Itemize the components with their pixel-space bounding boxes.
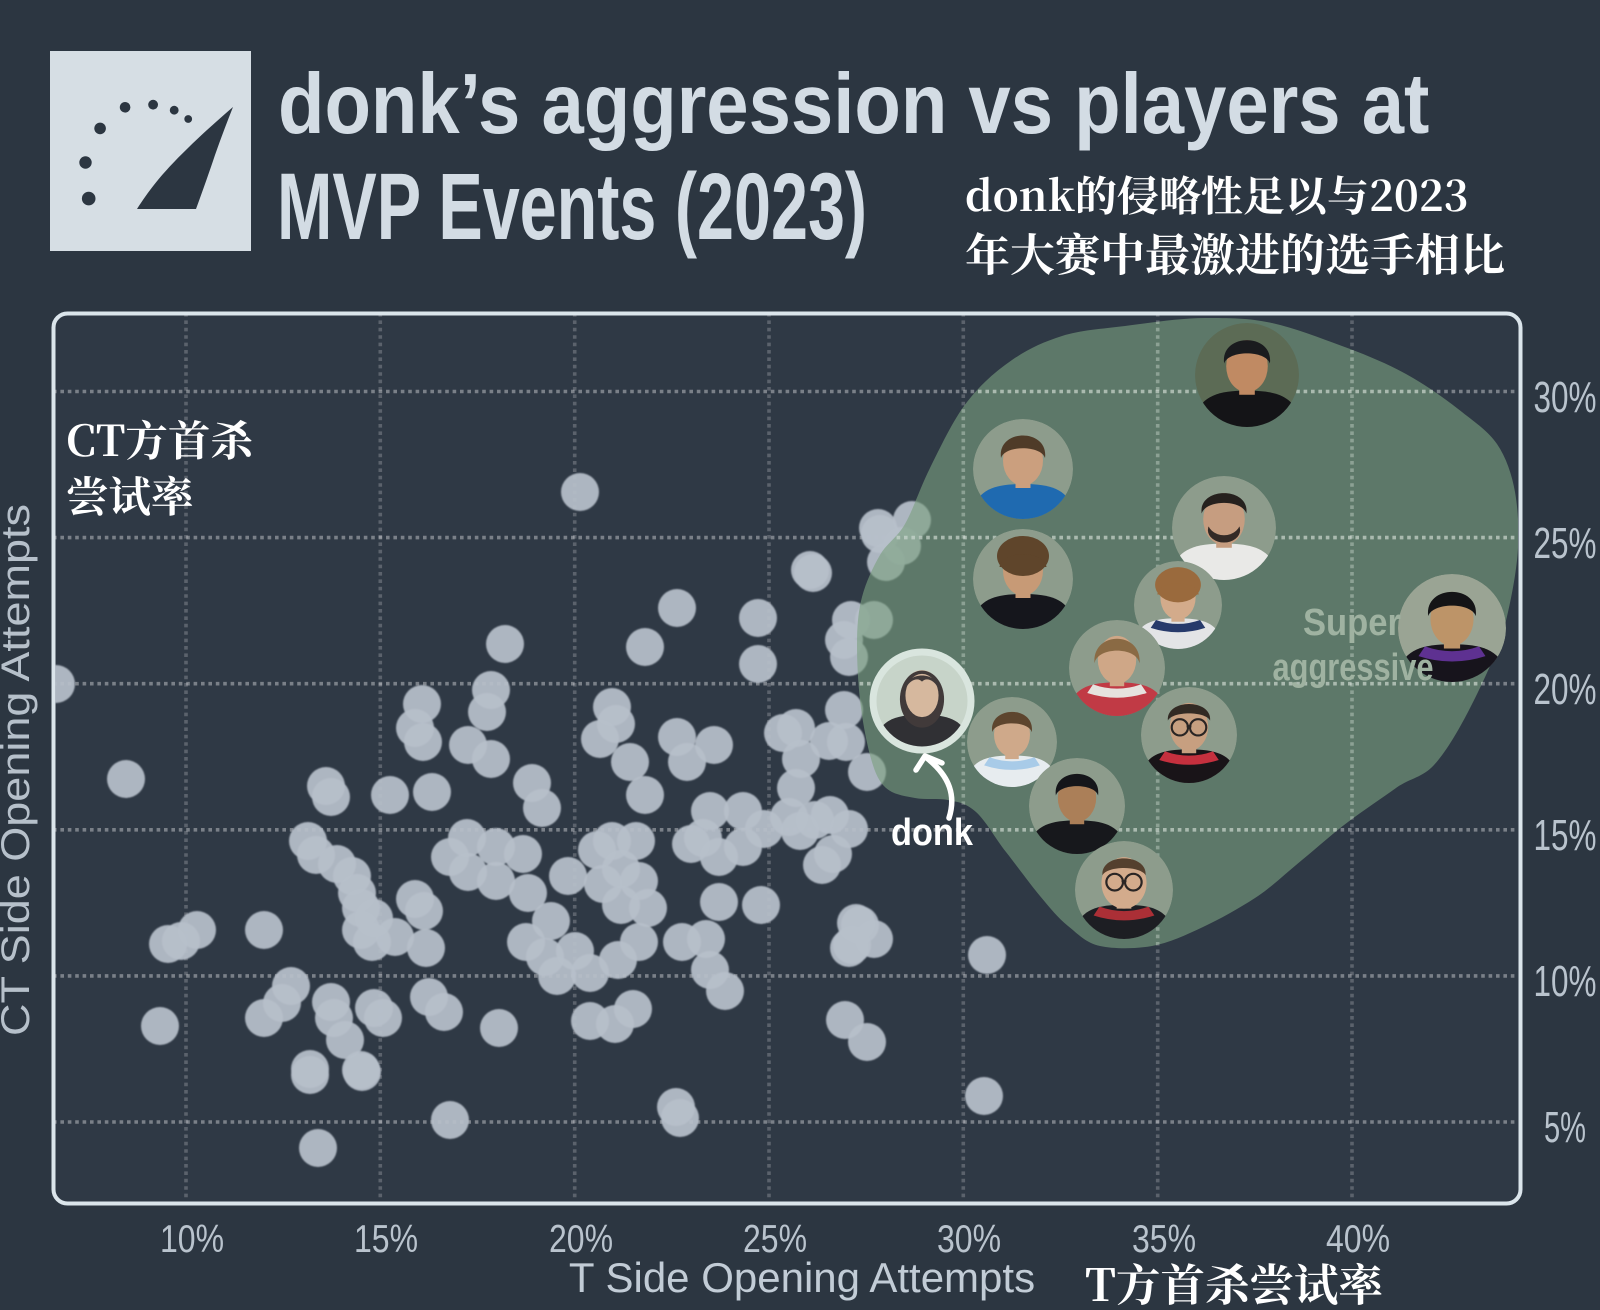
svg-text:20%: 20%: [1534, 665, 1597, 714]
svg-text:CT Side Opening Attempts: CT Side Opening Attempts: [0, 504, 38, 1036]
svg-text:20%: 20%: [549, 1218, 613, 1261]
svg-text:aggressive: aggressive: [1273, 647, 1434, 689]
svg-text:40%: 40%: [1326, 1218, 1390, 1261]
svg-text:10%: 10%: [160, 1218, 224, 1261]
svg-text:T Side Opening Attempts: T Side Opening Attempts: [569, 1254, 1035, 1301]
svg-text:MVP Events (2023): MVP Events (2023): [277, 154, 867, 259]
svg-text:donk’s aggression vs players a: donk’s aggression vs players at: [278, 57, 1429, 152]
svg-text:Super: Super: [1303, 602, 1401, 644]
svg-text:15%: 15%: [354, 1218, 418, 1261]
svg-text:30%: 30%: [937, 1218, 1001, 1261]
svg-text:35%: 35%: [1132, 1218, 1196, 1261]
svg-text:5%: 5%: [1544, 1103, 1586, 1152]
svg-text:10%: 10%: [1534, 957, 1597, 1006]
svg-text:15%: 15%: [1534, 811, 1597, 860]
svg-text:30%: 30%: [1534, 373, 1597, 422]
svg-text:donk: donk: [891, 812, 974, 854]
svg-text:25%: 25%: [1534, 519, 1597, 568]
svg-text:25%: 25%: [743, 1218, 807, 1261]
